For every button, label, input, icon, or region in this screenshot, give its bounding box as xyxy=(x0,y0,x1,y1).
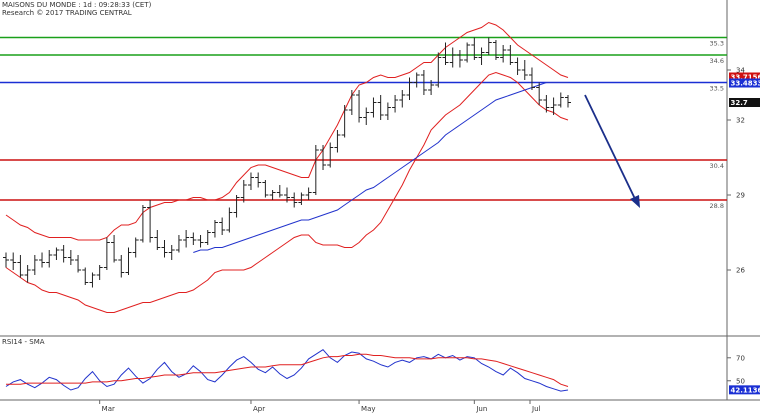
price-value-box: 32.7 xyxy=(731,99,748,107)
chart-title: MAISONS DU MONDE : 1d : 09:28:33 (CET) xyxy=(2,1,152,9)
rsi-value-box: 42.1136 xyxy=(731,386,760,394)
price-value-box: 33.4833 xyxy=(731,80,760,88)
month-label: May xyxy=(361,405,375,413)
rsi-tick-label: 50 xyxy=(736,377,745,385)
pivot-level-label: 33.5 xyxy=(710,85,724,93)
month-label: Jun xyxy=(475,405,487,413)
month-label: Mar xyxy=(102,405,115,413)
price-tick-label: 26 xyxy=(736,267,745,275)
rsi-tick-label: 70 xyxy=(736,354,745,362)
chart-copyright: Research © 2017 TRADING CENTRAL xyxy=(2,9,132,17)
price-tick-label: 29 xyxy=(736,192,745,200)
support-level-label: 28.8 xyxy=(710,202,724,210)
indicator-label: RSI14 - SMA xyxy=(2,338,45,346)
support-level-label: 30.4 xyxy=(710,162,724,170)
resistance-level-label: 35.3 xyxy=(710,40,724,48)
month-label: Jul xyxy=(531,405,541,413)
month-label: Apr xyxy=(253,405,265,413)
resistance-level-label: 34.6 xyxy=(710,57,724,65)
price-tick-label: 32 xyxy=(736,117,745,125)
